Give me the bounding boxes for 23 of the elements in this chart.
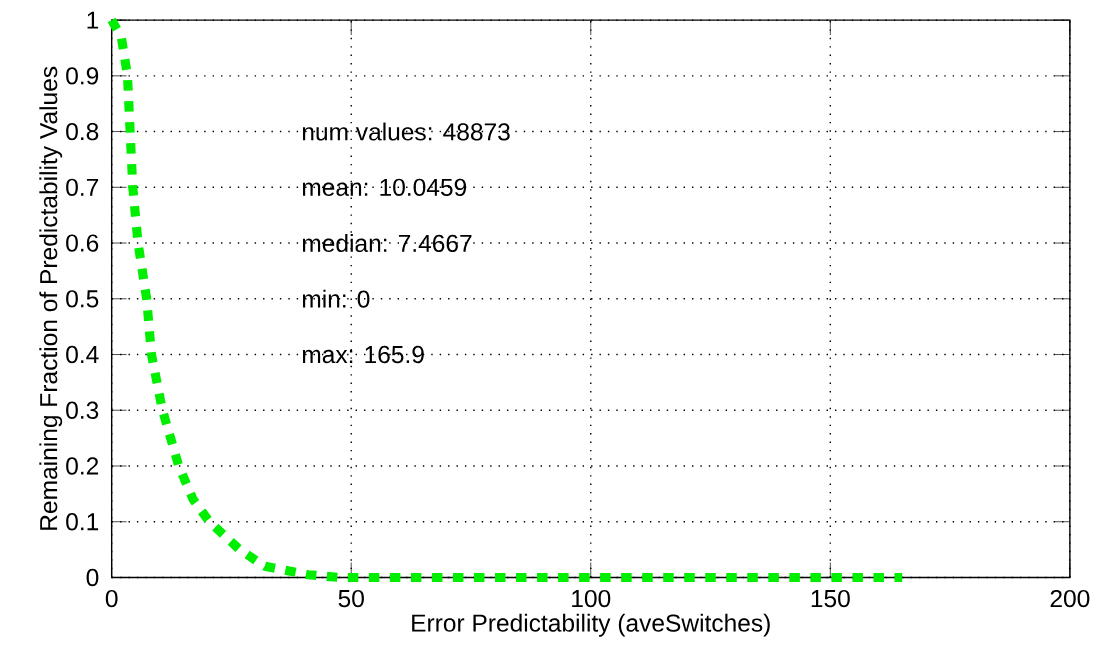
y-tick-label: 0.9 (66, 67, 99, 85)
annotation: max: 165.9 (302, 345, 424, 364)
x-tick-label: 50 (338, 589, 364, 608)
x-tick-label: 100 (572, 589, 611, 608)
x-tick-label: 200 (1050, 589, 1090, 608)
y-tick-label: 0.6 (66, 234, 99, 252)
x-tick-label: 0 (105, 589, 118, 608)
y-tick-label: 1 (87, 11, 99, 29)
x-axis-title: Error Predictability (aveSwitches) (412, 613, 770, 637)
y-axis-title: Remaining Fraction of Predictability Values (39, 66, 63, 530)
y-tick-label: 0.8 (66, 122, 99, 141)
y-tick-label: 0.7 (66, 178, 99, 196)
y-tick-label: 0.4 (66, 345, 99, 364)
y-tick-label: 0.2 (66, 457, 99, 475)
annotation: median: 7.4667 (302, 233, 472, 252)
annotation: min: 0 (302, 289, 370, 308)
y-tick-label: 0.1 (66, 512, 99, 531)
annotation: mean: 10.0459 (302, 178, 467, 196)
y-tick-label: 0 (86, 568, 99, 586)
y-tick-label: 0.3 (66, 401, 99, 419)
annotation: num values: 48873 (302, 122, 510, 141)
y-tick-label: 0.5 (66, 289, 99, 308)
x-tick-label: 150 (811, 589, 850, 608)
